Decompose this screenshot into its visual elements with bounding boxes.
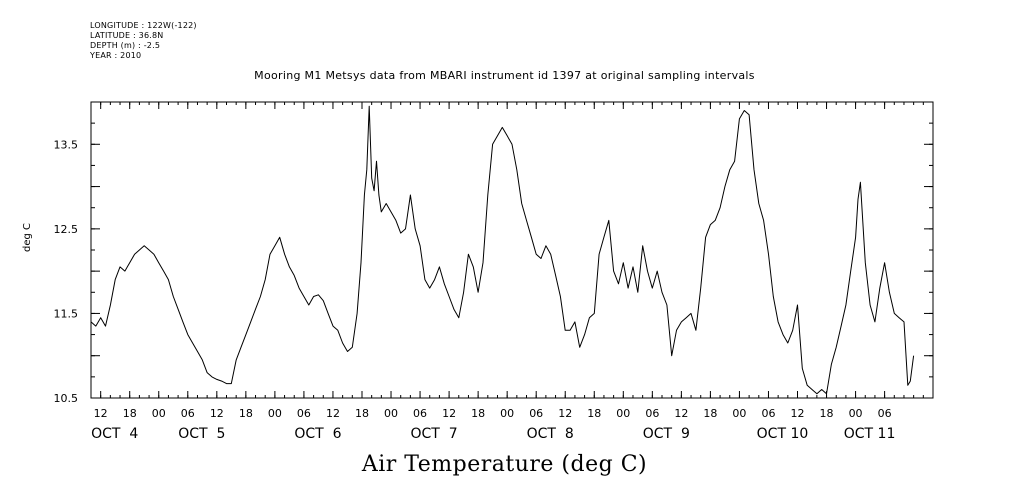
- x-axis-title: Air Temperature (deg C): [361, 452, 648, 477]
- x-tick-label: 00: [616, 407, 630, 420]
- x-day-label: OCT 7: [410, 426, 457, 442]
- x-tick-label: 12: [674, 407, 688, 420]
- x-tick-label: 18: [355, 407, 369, 420]
- x-tick-label: 18: [239, 407, 253, 420]
- x-tick-label: 06: [297, 407, 311, 420]
- y-tick-label: 12.5: [54, 223, 79, 236]
- axes-layer: 12 18 00 06 12 18 00 06 12 18 00 06 12 18 00 06 12 18 00 06…: [54, 101, 934, 442]
- x-day-label: OCT 8: [527, 426, 574, 442]
- x-tick-label: 12: [558, 407, 572, 420]
- x-tick-label: 00: [268, 407, 282, 420]
- x-tick-label: 18: [123, 407, 137, 420]
- x-tick-label: 18: [471, 407, 485, 420]
- x-tick-label: 06: [761, 407, 775, 420]
- x-tick-label: 12: [442, 407, 456, 420]
- series-line-air-temperature: [90, 105, 915, 395]
- x-tick-label: 00: [152, 407, 166, 420]
- x-tick-label: 12: [326, 407, 340, 420]
- x-tick-label: 18: [703, 407, 717, 420]
- x-tick-label: 00: [732, 407, 746, 420]
- metadata-block: LONGITUDE : 122W(-122) LATITUDE : 36.8N …: [90, 21, 197, 61]
- x-tick-label: 06: [181, 407, 195, 420]
- y-tick-label: 11.5: [54, 307, 79, 320]
- x-day-label: OCT 11: [844, 426, 896, 442]
- x-tick-label: 00: [384, 407, 398, 420]
- series-layer: [90, 105, 915, 395]
- x-tick-label: 18: [587, 407, 601, 420]
- latitude-text: LATITUDE : 36.8N: [90, 31, 164, 40]
- x-tick-label: 06: [413, 407, 427, 420]
- x-tick-label: 06: [645, 407, 659, 420]
- x-tick-label: 12: [94, 407, 108, 420]
- x-day-label: OCT 9: [643, 426, 690, 442]
- x-tick-label: 06: [529, 407, 543, 420]
- depth-text: DEPTH (m) : -2.5: [90, 41, 161, 50]
- x-tick-label: 12: [210, 407, 224, 420]
- x-day-label: OCT 6: [294, 426, 341, 442]
- x-tick-label: 06: [878, 407, 892, 420]
- x-day-label: OCT 5: [178, 426, 225, 442]
- y-tick-label: 10.5: [54, 392, 79, 405]
- y-tick-label: 13.5: [54, 138, 79, 151]
- x-tick-label: 00: [500, 407, 514, 420]
- x-tick-label: 00: [849, 407, 863, 420]
- x-tick-label: 12: [791, 407, 805, 420]
- x-day-label: OCT 10: [757, 426, 809, 442]
- x-day-label: OCT 4: [91, 426, 138, 442]
- x-tick-label: 18: [820, 407, 834, 420]
- chart-title: Mooring M1 Metsys data from MBARI instru…: [254, 69, 755, 82]
- year-text: YEAR : 2010: [90, 51, 142, 60]
- longitude-text: LONGITUDE : 122W(-122): [90, 21, 197, 30]
